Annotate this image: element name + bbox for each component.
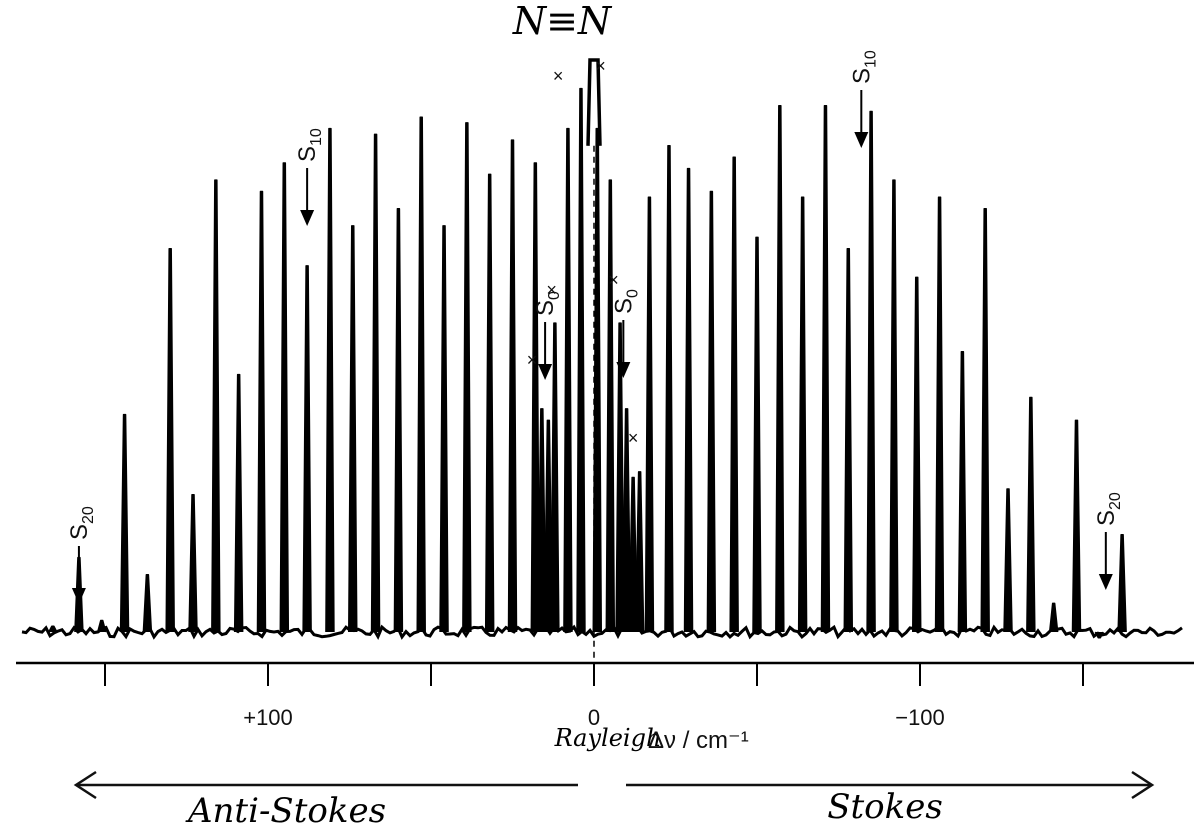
- x-axis-label: Δν / cm⁻¹: [648, 727, 749, 754]
- spectral-peak: [211, 179, 221, 633]
- spectral-peak: [621, 408, 632, 633]
- spectral-peak: [634, 471, 645, 633]
- x-mark: ×: [546, 280, 557, 300]
- transition-arrow: S0: [532, 291, 563, 380]
- spectral-peak: [97, 619, 107, 633]
- spectral-peak: [537, 408, 547, 633]
- transition-label: S0: [610, 289, 641, 314]
- spectral-peak: [563, 127, 573, 633]
- spectral-peak: [550, 322, 560, 633]
- spectral-peak: [729, 156, 739, 633]
- anti-stokes-label: Anti-Stokes: [185, 791, 386, 831]
- spectral-peak: [1094, 631, 1104, 639]
- transition-arrow: S10: [294, 128, 325, 226]
- spectral-peak: [279, 162, 290, 633]
- spectral-peak: [775, 105, 785, 633]
- transition-arrow: S0: [610, 289, 641, 378]
- x-mark: ×: [553, 66, 564, 86]
- spectral-peak: [664, 145, 674, 633]
- spectral-peak: [302, 265, 312, 633]
- rayleigh-label: Rayleigh: [554, 724, 662, 752]
- x-tick-label: +100: [243, 705, 293, 730]
- x-mark: ×: [608, 270, 619, 290]
- rayleigh-peak: [586, 58, 602, 146]
- spectral-peak: [889, 179, 899, 633]
- spectral-peak: [644, 196, 655, 633]
- anti-stokes-arrow: [73, 770, 578, 800]
- spectral-peak: [119, 413, 130, 633]
- spectral-peak: [142, 574, 153, 633]
- x-mark: ×: [595, 56, 606, 76]
- spectral-peak: [615, 322, 625, 633]
- spectrum-baseline: [21, 624, 1183, 640]
- spectral-peak: [1048, 602, 1059, 633]
- spectral-peak: [1026, 396, 1036, 633]
- spectral-peak: [605, 179, 616, 633]
- spectral-peak: [48, 625, 58, 633]
- spectral-peak: [843, 248, 854, 633]
- spectral-peak: [165, 248, 175, 633]
- spectral-peak: [256, 190, 267, 633]
- spectral-peak: [416, 116, 426, 633]
- transition-arrow: S20: [66, 506, 97, 604]
- spectral-peak: [980, 207, 990, 633]
- spectral-peak: [462, 122, 472, 633]
- spectral-peak: [797, 196, 808, 633]
- spectral-peak: [233, 373, 244, 633]
- spectral-peak: [530, 162, 541, 633]
- spectral-peak: [1003, 488, 1013, 633]
- stokes-label: Stokes: [827, 787, 943, 827]
- x-axis: +100 0 −100: [16, 661, 1194, 730]
- spectral-peak: [911, 276, 922, 633]
- spectrum-layer: [21, 58, 1183, 680]
- x-tick-label: −100: [895, 705, 945, 730]
- spectral-peak: [1071, 419, 1082, 633]
- stokes-arrow: [626, 770, 1155, 800]
- transition-label: S20: [66, 506, 97, 540]
- spectral-peak: [507, 139, 518, 633]
- spectral-peak: [393, 207, 404, 633]
- spectral-peak: [592, 127, 603, 633]
- chart-title: N≡N: [512, 0, 613, 43]
- transition-arrow: S10: [848, 50, 879, 148]
- spectral-peak: [752, 236, 762, 633]
- spectral-peak: [348, 225, 358, 633]
- spectral-peak: [820, 105, 831, 633]
- spectral-peak: [683, 167, 694, 633]
- spectral-peak: [706, 190, 717, 633]
- x-mark: ×: [628, 428, 639, 448]
- spectral-peak: [543, 419, 554, 633]
- spectral-peak: [370, 133, 381, 633]
- x-tick-label: 0: [588, 705, 600, 730]
- spectral-peak: [957, 350, 968, 633]
- spectral-peak: [1117, 534, 1127, 633]
- x-mark: ×: [527, 350, 538, 370]
- spectral-peak: [576, 87, 586, 633]
- transition-label: S20: [1093, 492, 1124, 526]
- spectral-peak: [866, 110, 876, 633]
- transition-label: S10: [848, 50, 879, 84]
- spectral-peak: [325, 127, 335, 633]
- spectral-peak: [628, 476, 638, 633]
- spectral-peak: [188, 493, 198, 633]
- spectral-peak: [439, 225, 449, 633]
- transition-label: S0: [532, 291, 563, 316]
- transition-label: S10: [294, 128, 325, 162]
- spectral-peak: [934, 196, 945, 633]
- spectral-peak: [484, 173, 495, 633]
